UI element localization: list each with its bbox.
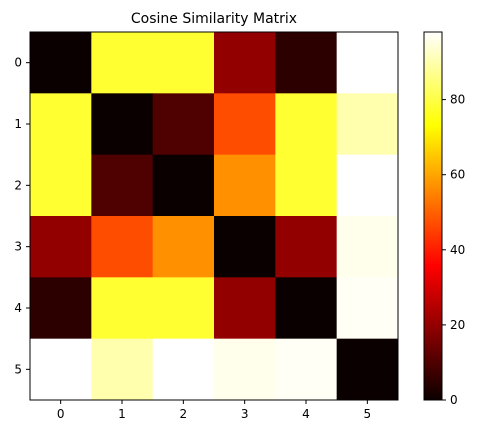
heatmap-cell <box>336 32 399 94</box>
heatmap-cell <box>275 216 338 278</box>
heatmap-cell <box>336 338 399 401</box>
colorbar-tick-label: 40 <box>450 243 465 257</box>
colorbar-tick-label: 80 <box>450 93 465 107</box>
heatmap-cell <box>152 338 215 401</box>
heatmap-cell <box>214 277 276 340</box>
y-tick-label: 0 <box>14 56 22 70</box>
heatmap-cell <box>152 32 215 94</box>
y-tick-label: 2 <box>14 178 22 192</box>
plot-frame <box>29 31 399 401</box>
heatmap-cell <box>214 338 276 401</box>
colorbar-tick-label: 60 <box>450 168 465 182</box>
heatmap-cell <box>152 93 215 156</box>
x-tick-label: 5 <box>364 407 372 421</box>
x-tick-label: 4 <box>302 407 310 421</box>
heatmap-cell <box>275 93 338 156</box>
heatmap-cell <box>275 338 338 401</box>
y-tick-label: 1 <box>14 117 22 131</box>
y-tick-label: 5 <box>14 362 22 376</box>
heatmap-cell <box>152 277 215 340</box>
heatmap-cell <box>30 277 92 340</box>
heatmap-cell <box>91 338 154 401</box>
heatmap-cell <box>214 216 276 278</box>
heatmap-cell <box>91 277 154 340</box>
x-tick-label: 1 <box>118 407 126 421</box>
heatmap-cell <box>336 93 399 156</box>
heatmap-cell <box>30 93 92 156</box>
colorbar-tick-label: 0 <box>450 393 458 407</box>
heatmap-cell <box>152 216 215 278</box>
heatmap-cells <box>30 32 399 401</box>
y-axis: 0 1 2 3 4 5 <box>14 56 30 376</box>
heatmap-cell <box>275 32 338 94</box>
x-tick-label: 0 <box>57 407 65 421</box>
heatmap-cell <box>30 32 92 94</box>
colorbar-axis: 0 20 40 60 80 <box>442 93 465 407</box>
heatmap-cell <box>214 154 276 217</box>
x-axis: 0 1 2 3 4 5 <box>57 400 371 421</box>
heatmap-cell <box>275 154 338 217</box>
heatmap-cell <box>91 154 154 217</box>
heatmap-cell <box>30 154 92 217</box>
chart-title: Cosine Similarity Matrix <box>131 11 297 27</box>
heatmap-cell <box>91 32 154 94</box>
x-tick-label: 3 <box>241 407 249 421</box>
heatmap-cell <box>214 32 276 94</box>
heatmap-cell <box>30 338 92 401</box>
x-tick-label: 2 <box>180 407 188 421</box>
colorbar-tick-label: 20 <box>450 318 465 332</box>
heatmap-cell <box>91 93 154 156</box>
y-tick-label: 4 <box>14 301 22 315</box>
heatmap-cell <box>336 277 399 340</box>
colorbar <box>423 31 443 401</box>
heatmap-cell <box>152 154 215 217</box>
y-tick-label: 3 <box>14 240 22 254</box>
heatmap-cell <box>91 216 154 278</box>
heatmap-cell <box>214 93 276 156</box>
heatmap-cell <box>336 216 399 278</box>
heatmap-cell <box>336 154 399 217</box>
heatmap-cell <box>30 216 92 278</box>
heatmap-cell <box>275 277 338 340</box>
